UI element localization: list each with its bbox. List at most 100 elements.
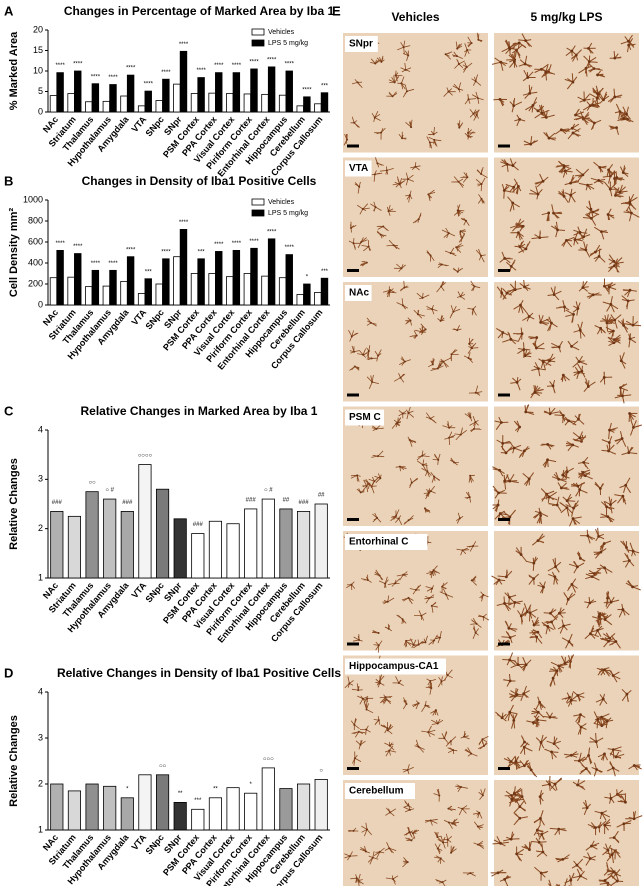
microglia-soma xyxy=(528,315,531,318)
microglia-soma xyxy=(607,213,610,216)
microglia-soma xyxy=(540,872,543,875)
microglia-soma xyxy=(503,257,506,260)
microglia-soma xyxy=(386,169,388,171)
significance-label: **** xyxy=(249,239,259,245)
bar xyxy=(51,784,63,830)
microglia-soma xyxy=(596,629,599,632)
bar xyxy=(192,534,204,578)
microglia-soma xyxy=(425,328,427,330)
significance-label: **** xyxy=(73,244,83,250)
microglia-soma xyxy=(433,569,435,571)
microglia-soma xyxy=(509,338,512,341)
microglia-soma xyxy=(501,716,504,719)
micrograph xyxy=(492,528,641,651)
microglia-soma xyxy=(415,589,417,591)
microglia-soma xyxy=(389,811,391,813)
microglia-soma xyxy=(549,412,552,415)
microglia-soma xyxy=(508,515,511,518)
microglia-soma xyxy=(512,719,515,722)
microglia-soma xyxy=(499,98,502,101)
microglia-soma xyxy=(433,139,435,141)
microglia-soma xyxy=(447,674,449,676)
microglia-soma xyxy=(520,615,523,618)
microglia-soma xyxy=(459,517,461,519)
microglia-soma xyxy=(622,171,625,174)
bar xyxy=(104,786,116,830)
microglia-soma xyxy=(437,723,439,725)
microglia-soma xyxy=(535,347,538,350)
microglia-soma xyxy=(621,394,624,397)
microglia-soma xyxy=(598,255,601,258)
microglia-soma xyxy=(632,550,635,553)
microglia-soma xyxy=(546,443,549,446)
microglia-soma xyxy=(353,242,355,244)
bar xyxy=(104,499,116,578)
x-tick-label: SNpc xyxy=(143,307,165,331)
microglia-soma xyxy=(613,264,616,267)
microglia-soma xyxy=(590,208,593,211)
microglia-soma xyxy=(379,851,381,853)
microglia-soma xyxy=(596,718,599,721)
microglia-soma xyxy=(603,753,606,756)
microglia-soma xyxy=(516,381,519,384)
microglia-soma xyxy=(448,232,450,234)
x-tick-label: SNpc xyxy=(143,580,165,604)
microglia-soma xyxy=(607,849,610,852)
microglia-soma xyxy=(528,477,531,480)
microglia-soma xyxy=(537,711,540,714)
y-tick-label: 0 xyxy=(38,299,43,309)
micrograph xyxy=(494,653,642,777)
microglia-soma xyxy=(517,231,520,234)
microglia-soma xyxy=(471,579,473,581)
microglia-soma xyxy=(358,731,360,733)
microglia-soma xyxy=(473,285,475,287)
microglia-soma xyxy=(380,132,382,134)
microglia-soma xyxy=(389,745,391,747)
microglia-soma xyxy=(579,329,582,332)
bar xyxy=(145,279,152,305)
microglia-soma xyxy=(433,639,435,641)
microglia-soma xyxy=(539,817,542,820)
microglia-soma xyxy=(530,769,533,772)
microglia-soma xyxy=(606,321,609,324)
bar xyxy=(262,499,274,578)
bar xyxy=(191,94,198,112)
microglia-soma xyxy=(606,515,609,518)
microglia-soma xyxy=(591,575,594,578)
microglia-soma xyxy=(386,699,388,701)
bar xyxy=(297,295,304,306)
microglia-soma xyxy=(469,872,471,874)
microglia-soma xyxy=(568,640,571,643)
microglia-soma xyxy=(471,42,473,44)
microglia-soma xyxy=(503,878,506,881)
microglia-soma xyxy=(501,442,504,445)
microglia-soma xyxy=(579,231,582,234)
microglia-soma xyxy=(513,792,516,795)
microglia-soma xyxy=(473,428,475,430)
microglia-soma xyxy=(510,838,513,841)
bar xyxy=(68,277,75,305)
significance-label: **** xyxy=(285,245,295,251)
microglia-soma xyxy=(388,847,390,849)
bar xyxy=(156,489,168,578)
microglia-soma xyxy=(463,736,465,738)
microglia-soma xyxy=(378,632,380,634)
microglia-soma xyxy=(433,476,435,478)
bar xyxy=(251,248,258,305)
microglia-soma xyxy=(528,848,531,851)
significance-label: **** xyxy=(91,261,101,267)
microglia-soma xyxy=(477,844,479,846)
microglia-soma xyxy=(567,598,570,601)
microglia-soma xyxy=(398,183,400,185)
microglia-soma xyxy=(552,212,555,215)
significance-label: **** xyxy=(108,261,118,267)
microglia-soma xyxy=(409,809,411,811)
x-tick-label: SNpc xyxy=(143,832,165,856)
microglia-soma xyxy=(368,350,370,352)
y-tick-label: 3 xyxy=(38,474,43,484)
microglia-soma xyxy=(353,351,355,353)
microglia-soma xyxy=(618,191,621,194)
microglia-soma xyxy=(566,499,569,502)
microglia-soma xyxy=(627,44,630,47)
microglia-soma xyxy=(431,605,433,607)
